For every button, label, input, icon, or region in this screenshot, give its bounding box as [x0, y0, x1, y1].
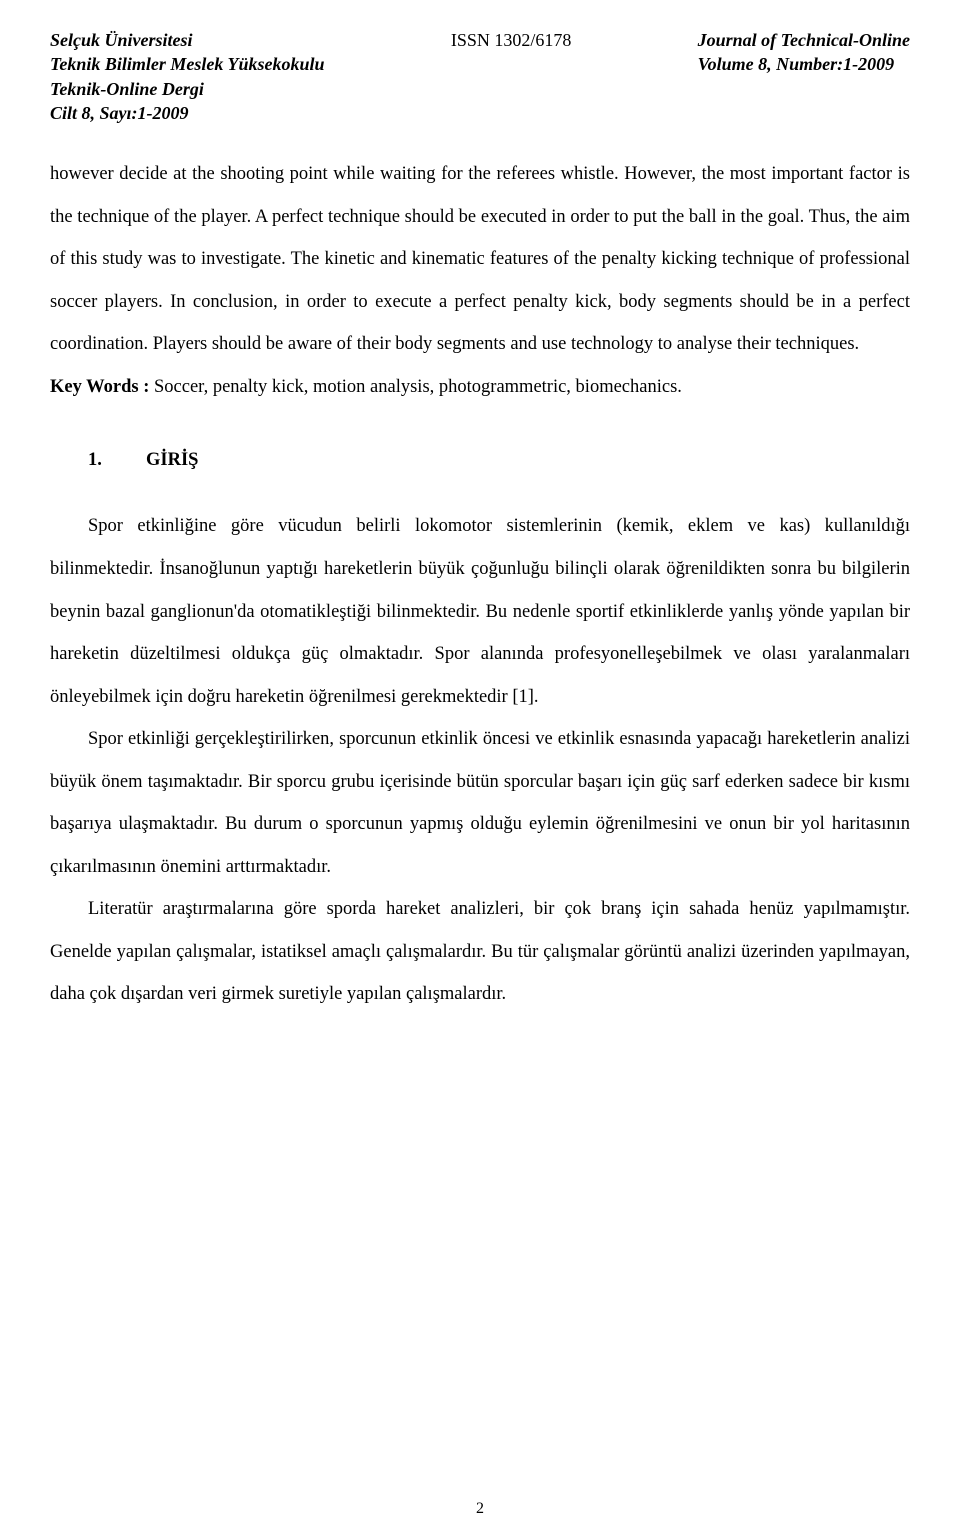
header-journal-en: Journal of Technical-Online: [698, 28, 910, 52]
keywords-line: Key Words : Soccer, penalty kick, motion…: [50, 366, 910, 409]
header-right: Journal of Technical-Online Volume 8, Nu…: [698, 28, 910, 125]
header-center: ISSN 1302/6178: [451, 28, 572, 125]
keywords-label: Key Words :: [50, 377, 154, 397]
paragraph-3: Literatür araştırmalarına göre sporda ha…: [50, 888, 910, 1016]
header-volume-en: Volume 8, Number:1-2009: [698, 52, 910, 76]
section-heading: 1.GİRİŞ: [88, 450, 910, 471]
keywords-text: Soccer, penalty kick, motion analysis, p…: [154, 377, 682, 397]
header-journal-tr: Teknik-Online Dergi: [50, 77, 325, 101]
header-issn: ISSN 1302/6178: [451, 28, 572, 52]
paragraph-2: Spor etkinliği gerçekleştirilirken, spor…: [50, 718, 910, 888]
section-title: GİRİŞ: [146, 450, 198, 470]
header-left: Selçuk Üniversitesi Teknik Bilimler Mesl…: [50, 28, 325, 125]
page-number: 2: [0, 1500, 960, 1518]
header-university: Selçuk Üniversitesi: [50, 28, 325, 52]
abstract-continued: however decide at the shooting point whi…: [50, 153, 910, 366]
header-school: Teknik Bilimler Meslek Yüksekokulu: [50, 52, 325, 76]
paragraph-1: Spor etkinliğine göre vücudun belirli lo…: [50, 505, 910, 718]
header-volume-tr: Cilt 8, Sayı:1-2009: [50, 101, 325, 125]
section-number: 1.: [88, 450, 146, 471]
page-header: Selçuk Üniversitesi Teknik Bilimler Mesl…: [50, 28, 910, 125]
